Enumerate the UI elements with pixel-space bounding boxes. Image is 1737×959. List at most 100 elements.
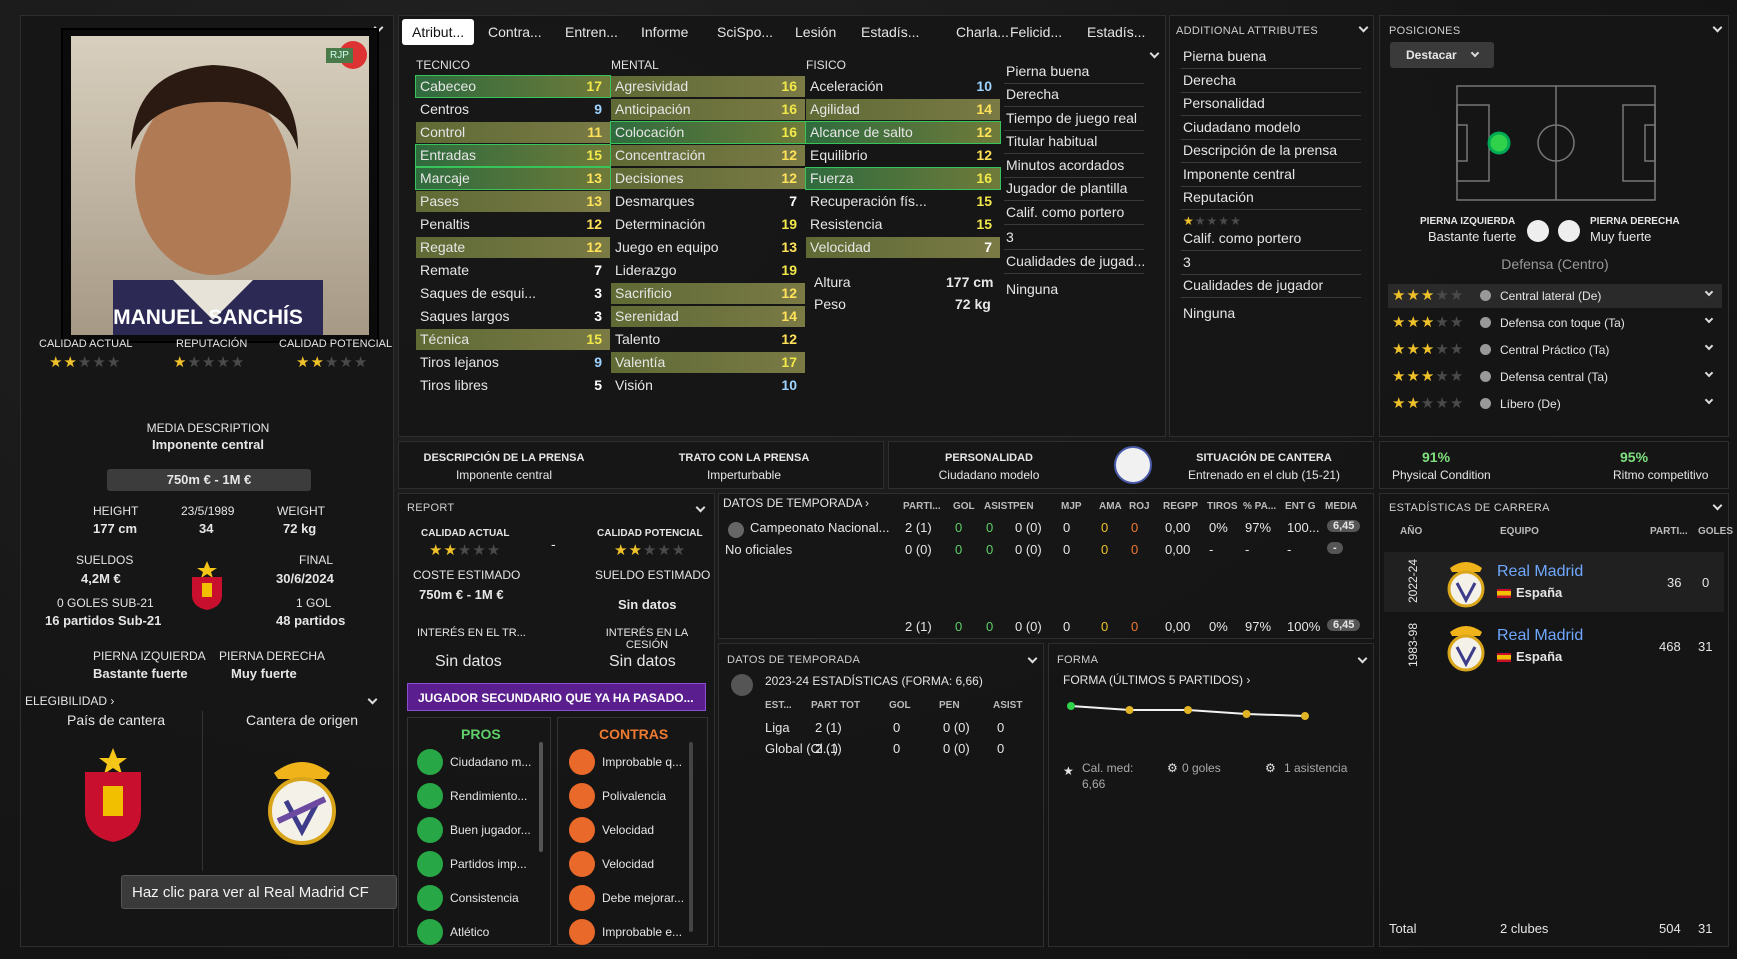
role-row[interactable]: ★★★★★ Defensa con toque (Ta) xyxy=(1388,311,1722,335)
tab-3[interactable]: Informe xyxy=(641,24,689,40)
contra-item[interactable]: Improbable e... xyxy=(602,925,683,939)
attr-row-mental[interactable]: Decisiones 12 xyxy=(611,168,805,189)
role-row[interactable]: ★★★★★ Central lateral (De) xyxy=(1388,284,1722,308)
attr-row-mental[interactable]: Valentía 17 xyxy=(611,352,805,373)
elegibilidad-chevron-icon[interactable] xyxy=(367,694,378,705)
spain-crest-large-icon[interactable] xyxy=(79,746,147,846)
info-icon[interactable] xyxy=(1480,290,1491,301)
real-madrid-crest-icon[interactable] xyxy=(1444,620,1488,672)
attr-row-tecnico[interactable]: Penaltis 12 xyxy=(416,214,610,235)
attr-row-tecnico[interactable]: Tiros libres 5 xyxy=(416,375,610,396)
info-icon[interactable] xyxy=(1480,398,1491,409)
info-icon[interactable] xyxy=(1480,344,1491,355)
tab-1[interactable]: Contra... xyxy=(488,24,542,40)
attr-row-tecnico[interactable]: Control 11 xyxy=(416,122,610,143)
attr-row-tecnico[interactable]: Tiros lejanos 9 xyxy=(416,352,610,373)
contra-item[interactable]: Improbable q... xyxy=(602,755,683,769)
season2-chevron-icon[interactable] xyxy=(1027,653,1038,664)
role-chevron-icon[interactable] xyxy=(1704,368,1714,378)
attr-row-fisico[interactable]: Aceleración 10 xyxy=(806,76,1000,97)
position-marker[interactable] xyxy=(1487,131,1511,155)
attr-row-tecnico[interactable]: Regate 12 xyxy=(416,237,610,258)
tab-9[interactable]: Estadís... xyxy=(1087,24,1146,40)
tab-0[interactable]: Atribut... xyxy=(402,19,475,45)
career-chevron-icon[interactable] xyxy=(1712,500,1723,511)
tab-6[interactable]: Estadís... xyxy=(861,24,920,40)
attr-row-mental[interactable]: Agresividad 16 xyxy=(611,76,805,97)
attr-row-mental[interactable]: Juego en equipo 13 xyxy=(611,237,805,258)
attr-row-mental[interactable]: Sacrificio 12 xyxy=(611,283,805,304)
forma-sub[interactable]: FORMA (ÚLTIMOS 5 PARTIDOS) › xyxy=(1063,673,1251,687)
attr-row-mental[interactable]: Visión 10 xyxy=(611,375,805,396)
contra-item[interactable]: Velocidad xyxy=(602,823,655,837)
attr-row-mental[interactable]: Desmarques 7 xyxy=(611,191,805,212)
pro-item[interactable]: Partidos imp... xyxy=(450,857,527,871)
info-icon[interactable] xyxy=(1480,371,1491,382)
role-chevron-icon[interactable] xyxy=(1704,395,1714,405)
role-chevron-icon[interactable] xyxy=(1704,341,1714,351)
positions-chevron-icon[interactable] xyxy=(1712,22,1723,33)
attr-row-mental[interactable]: Talento 12 xyxy=(611,329,805,350)
attr-row-tecnico[interactable]: Remate 7 xyxy=(416,260,610,281)
attr-row-tecnico[interactable]: Técnica 15 xyxy=(416,329,610,350)
pros-scrollbar[interactable] xyxy=(539,742,543,852)
attr-row-fisico[interactable]: Velocidad 7 xyxy=(806,237,1000,258)
role-row[interactable]: ★★★★★ Central Práctico (Ta) xyxy=(1388,338,1722,362)
forma-point[interactable] xyxy=(1184,706,1192,714)
career-row-bg[interactable] xyxy=(1384,552,1724,612)
forma-point[interactable] xyxy=(1242,710,1251,718)
pro-item[interactable]: Rendimiento... xyxy=(450,789,528,803)
forma-point[interactable] xyxy=(1125,706,1134,714)
real-madrid-crest-icon[interactable] xyxy=(1444,556,1488,608)
tab-2[interactable]: Entren... xyxy=(565,24,618,40)
contra-item[interactable]: Polivalencia xyxy=(602,789,667,803)
attr-row-fisico[interactable]: Fuerza 16 xyxy=(805,167,1001,190)
player-photo[interactable] xyxy=(61,28,379,343)
attributes-menu-chevron-icon[interactable] xyxy=(1149,48,1160,59)
tab-5[interactable]: Lesión xyxy=(795,24,837,40)
tab-8[interactable]: Felicid... xyxy=(1010,24,1063,40)
contras-scrollbar[interactable] xyxy=(689,742,693,932)
real-madrid-crest-icon[interactable] xyxy=(264,751,340,847)
season-row-name[interactable]: No oficiales xyxy=(725,542,793,557)
forma-point[interactable] xyxy=(1067,702,1075,710)
report-chevron-icon[interactable] xyxy=(695,502,706,513)
pro-item[interactable]: Ciudadano m... xyxy=(450,755,532,769)
attr-row-fisico[interactable]: Agilidad 14 xyxy=(806,99,1000,120)
career-team[interactable]: Real Madrid xyxy=(1497,627,1584,644)
attr-row-tecnico[interactable]: Saques largos 3 xyxy=(416,306,610,327)
attr-row-tecnico[interactable]: Centros 9 xyxy=(416,99,610,120)
tab-7[interactable]: Charla... xyxy=(956,24,1009,40)
additional-chevron-icon[interactable] xyxy=(1358,22,1369,33)
report-banner[interactable]: JUGADOR SECUNDARIO QUE YA HA PASADO... xyxy=(407,683,706,711)
attr-row-mental[interactable]: Liderazgo 19 xyxy=(611,260,805,281)
pro-item[interactable]: Atlético xyxy=(450,925,490,939)
role-chevron-icon[interactable] xyxy=(1704,287,1714,297)
attr-row-mental[interactable]: Serenidad 14 xyxy=(611,306,805,327)
attr-row-tecnico[interactable]: Entradas 15 xyxy=(415,144,611,167)
attr-row-tecnico[interactable]: Marcaje 13 xyxy=(415,167,611,190)
role-row[interactable]: ★★★★★ Defensa central (Ta) xyxy=(1388,365,1722,389)
forma-chevron-icon[interactable] xyxy=(1357,653,1368,664)
spain-crest-icon[interactable] xyxy=(186,559,228,611)
elegibilidad-link[interactable]: ELEGIBILIDAD › xyxy=(25,694,115,708)
pro-item[interactable]: Consistencia xyxy=(450,891,519,905)
season-title[interactable]: DATOS DE TEMPORADA › xyxy=(723,496,870,510)
destacar-button[interactable]: Destacar xyxy=(1390,42,1494,68)
forma-point[interactable] xyxy=(1301,712,1309,720)
info-icon[interactable] xyxy=(1480,317,1491,328)
role-chevron-icon[interactable] xyxy=(1704,314,1714,324)
attr-row-mental[interactable]: Colocación 16 xyxy=(610,121,806,144)
attr-row-tecnico[interactable]: Pases 13 xyxy=(416,191,610,212)
contra-item[interactable]: Debe mejorar... xyxy=(602,891,685,905)
attr-row-fisico[interactable]: Alcance de salto 12 xyxy=(805,121,1001,144)
attr-row-tecnico[interactable]: Cabeceo 17 xyxy=(415,75,611,98)
attr-row-fisico[interactable]: Equilibrio 12 xyxy=(806,145,1000,166)
attr-row-mental[interactable]: Anticipación 16 xyxy=(611,99,805,120)
attr-row-fisico[interactable]: Recuperación fís... 15 xyxy=(806,191,1000,212)
season-row-name[interactable]: Campeonato Nacional... xyxy=(750,520,890,535)
contra-item[interactable]: Velocidad xyxy=(602,857,655,871)
attr-row-tecnico[interactable]: Saques de esqui... 3 xyxy=(416,283,610,304)
tab-4[interactable]: SciSpo... xyxy=(717,24,774,40)
attr-row-mental[interactable]: Concentración 12 xyxy=(611,145,805,166)
